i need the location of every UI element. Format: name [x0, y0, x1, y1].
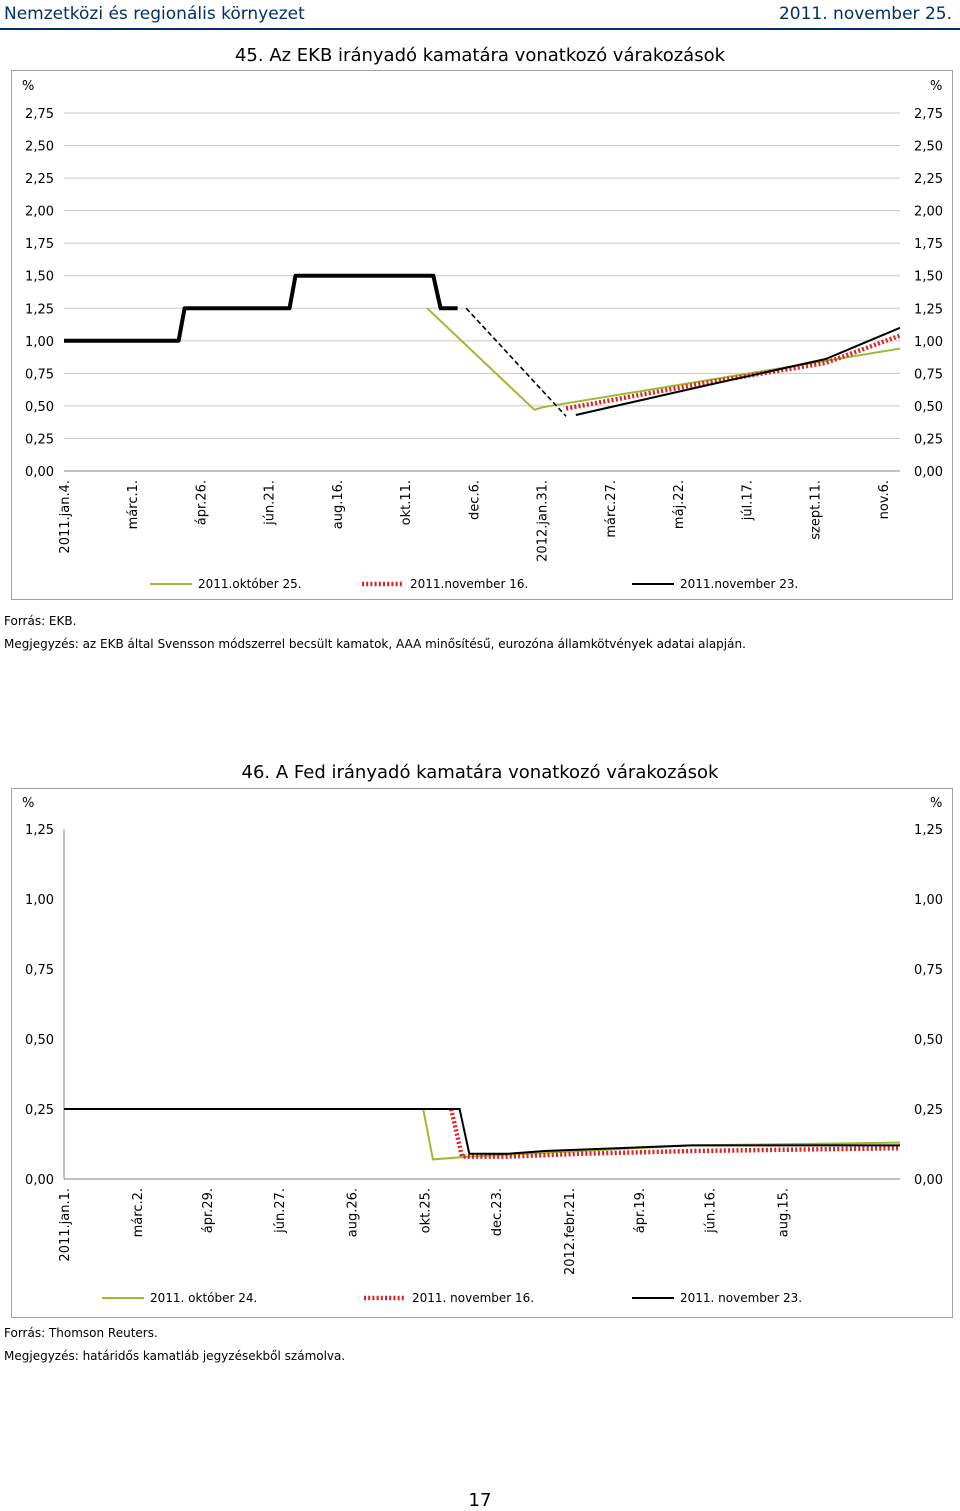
- page-header: Nemzetközi és regionális környezet 2011.…: [0, 0, 960, 30]
- series-line: [426, 307, 901, 411]
- fed-source-note: Forrás: Thomson Reuters.: [4, 1326, 158, 1340]
- x-tick-label: 2011.jan.4.: [58, 480, 73, 554]
- y-tick-label-right: 0,50: [914, 1033, 943, 1048]
- y-tick-label-right: 1,00: [914, 335, 943, 350]
- ecb-source-note: Forrás: EKB.: [4, 614, 77, 628]
- ecb-remark-note: Megjegyzés: az EKB által Svensson módsze…: [4, 637, 746, 651]
- x-tick-label: szept.11.: [809, 480, 824, 540]
- x-tick-label: nov.6.: [877, 480, 892, 519]
- y-tick-label-left: 1,50: [25, 270, 54, 285]
- y-tick-label-left: 0,75: [25, 367, 54, 382]
- series-line: [465, 307, 567, 417]
- y-axis-unit-right: %: [930, 79, 942, 94]
- y-tick-label-right: 1,75: [914, 237, 943, 252]
- y-tick-label-right: 2,25: [914, 172, 943, 187]
- legend-label: 2011. november 16.: [412, 1291, 534, 1305]
- y-tick-label-left: 0,25: [25, 432, 54, 447]
- page-number: 17: [468, 1490, 492, 1511]
- series-line: [565, 333, 901, 411]
- y-tick-label-left: 2,00: [25, 205, 54, 220]
- y-tick-label-right: 0,25: [914, 1103, 943, 1118]
- x-tick-label: ápr.26.: [194, 480, 209, 525]
- series-line: [64, 1108, 900, 1155]
- y-axis-unit-left: %: [22, 79, 34, 94]
- y-tick-label-right: 0,50: [914, 400, 943, 415]
- x-tick-label: jún.27.: [273, 1188, 288, 1234]
- legend-label: 2011.október 25.: [198, 577, 302, 591]
- x-tick-label: aug.16.: [331, 480, 346, 529]
- x-tick-label: márc.1.: [126, 480, 141, 529]
- y-tick-label-left: 2,75: [25, 107, 54, 122]
- y-axis-unit-right: %: [930, 796, 942, 811]
- y-tick-label-left: 0,50: [25, 1033, 54, 1048]
- series-line: [448, 1108, 901, 1159]
- y-tick-label-left: 1,75: [25, 237, 54, 252]
- y-tick-label-right: 1,25: [914, 302, 943, 317]
- legend-label: 2011.november 23.: [680, 577, 798, 591]
- x-tick-label: aug.26.: [346, 1188, 361, 1237]
- x-tick-label: dec.6.: [467, 480, 482, 520]
- x-tick-label: jún.16.: [704, 1188, 719, 1234]
- x-tick-label: márc.2.: [131, 1188, 146, 1237]
- x-tick-label: máj.22.: [672, 480, 687, 529]
- y-tick-label-left: 0,25: [25, 1103, 54, 1118]
- legend-label: 2011.november 16.: [410, 577, 528, 591]
- x-tick-label: jún.21.: [263, 480, 278, 526]
- x-tick-label: aug.15.: [776, 1188, 791, 1237]
- fed-chart: 0,00 0,00 0,25 0,25 0,50 0,50 0,75 0,75 1,00 1,00…: [22, 796, 943, 1305]
- header-date: 2011. november 25.: [778, 4, 952, 24]
- x-tick-label: 2011.jan.1.: [58, 1188, 73, 1262]
- legend-label: 2011. október 24.: [150, 1291, 257, 1305]
- x-tick-label: okt.25.: [418, 1188, 433, 1233]
- x-tick-label: márc.27.: [604, 480, 619, 538]
- x-tick-label: okt.11.: [399, 480, 414, 525]
- y-tick-label-left: 0,50: [25, 400, 54, 415]
- ecb-chart: 0,00 0,00 0,25 0,25 0,50 0,50 0,75 0,75 1,00 1,00…: [22, 79, 943, 591]
- y-tick-label-right: 1,50: [914, 270, 943, 285]
- y-tick-label-right: 0,75: [914, 963, 943, 978]
- section-title: Nemzetközi és regionális környezet: [4, 4, 305, 24]
- y-tick-label-right: 0,25: [914, 432, 943, 447]
- x-tick-label: júl.17.: [740, 480, 755, 521]
- y-tick-label-right: 2,75: [914, 107, 943, 122]
- y-tick-label-left: 1,00: [25, 893, 54, 908]
- series-line: [64, 273, 458, 343]
- y-tick-label-left: 0,75: [25, 963, 54, 978]
- y-tick-label-left: 2,25: [25, 172, 54, 187]
- y-tick-label-right: 1,00: [914, 893, 943, 908]
- x-tick-label: ápr.29.: [201, 1188, 216, 1233]
- y-tick-label-right: 0,00: [914, 465, 943, 480]
- y-tick-label-left: 1,25: [25, 823, 54, 838]
- ecb-chart-title: 45. Az EKB irányadó kamatára vonatkozó v…: [234, 45, 726, 66]
- y-tick-label-right: 1,25: [914, 823, 943, 838]
- fed-chart-frame: [11, 788, 953, 1318]
- y-tick-label-left: 0,00: [25, 465, 54, 480]
- series-line: [575, 326, 901, 416]
- x-tick-label: ápr.19.: [633, 1188, 648, 1233]
- fed-remark-note: Megjegyzés: határidős kamatláb jegyzések…: [4, 1349, 346, 1363]
- y-tick-label-right: 0,00: [914, 1173, 943, 1188]
- y-axis-unit-left: %: [22, 796, 34, 811]
- y-tick-label-right: 2,50: [914, 140, 943, 155]
- y-tick-label-left: 0,00: [25, 1173, 54, 1188]
- x-tick-label: 2012.jan.31.: [536, 480, 551, 562]
- y-tick-label-left: 1,00: [25, 335, 54, 350]
- x-tick-label: dec.23.: [490, 1188, 505, 1236]
- ecb-chart-frame: [11, 70, 953, 600]
- fed-chart-title: 46. A Fed irányadó kamatára vonatkozó vá…: [241, 762, 719, 783]
- legend-label: 2011. november 23.: [680, 1291, 802, 1305]
- x-tick-label: 2012.febr.21.: [563, 1188, 578, 1275]
- y-tick-label-right: 2,00: [914, 205, 943, 220]
- y-tick-label-right: 0,75: [914, 367, 943, 382]
- header-divider: [0, 28, 960, 30]
- y-tick-label-left: 1,25: [25, 302, 54, 317]
- y-tick-label-left: 2,50: [25, 140, 54, 155]
